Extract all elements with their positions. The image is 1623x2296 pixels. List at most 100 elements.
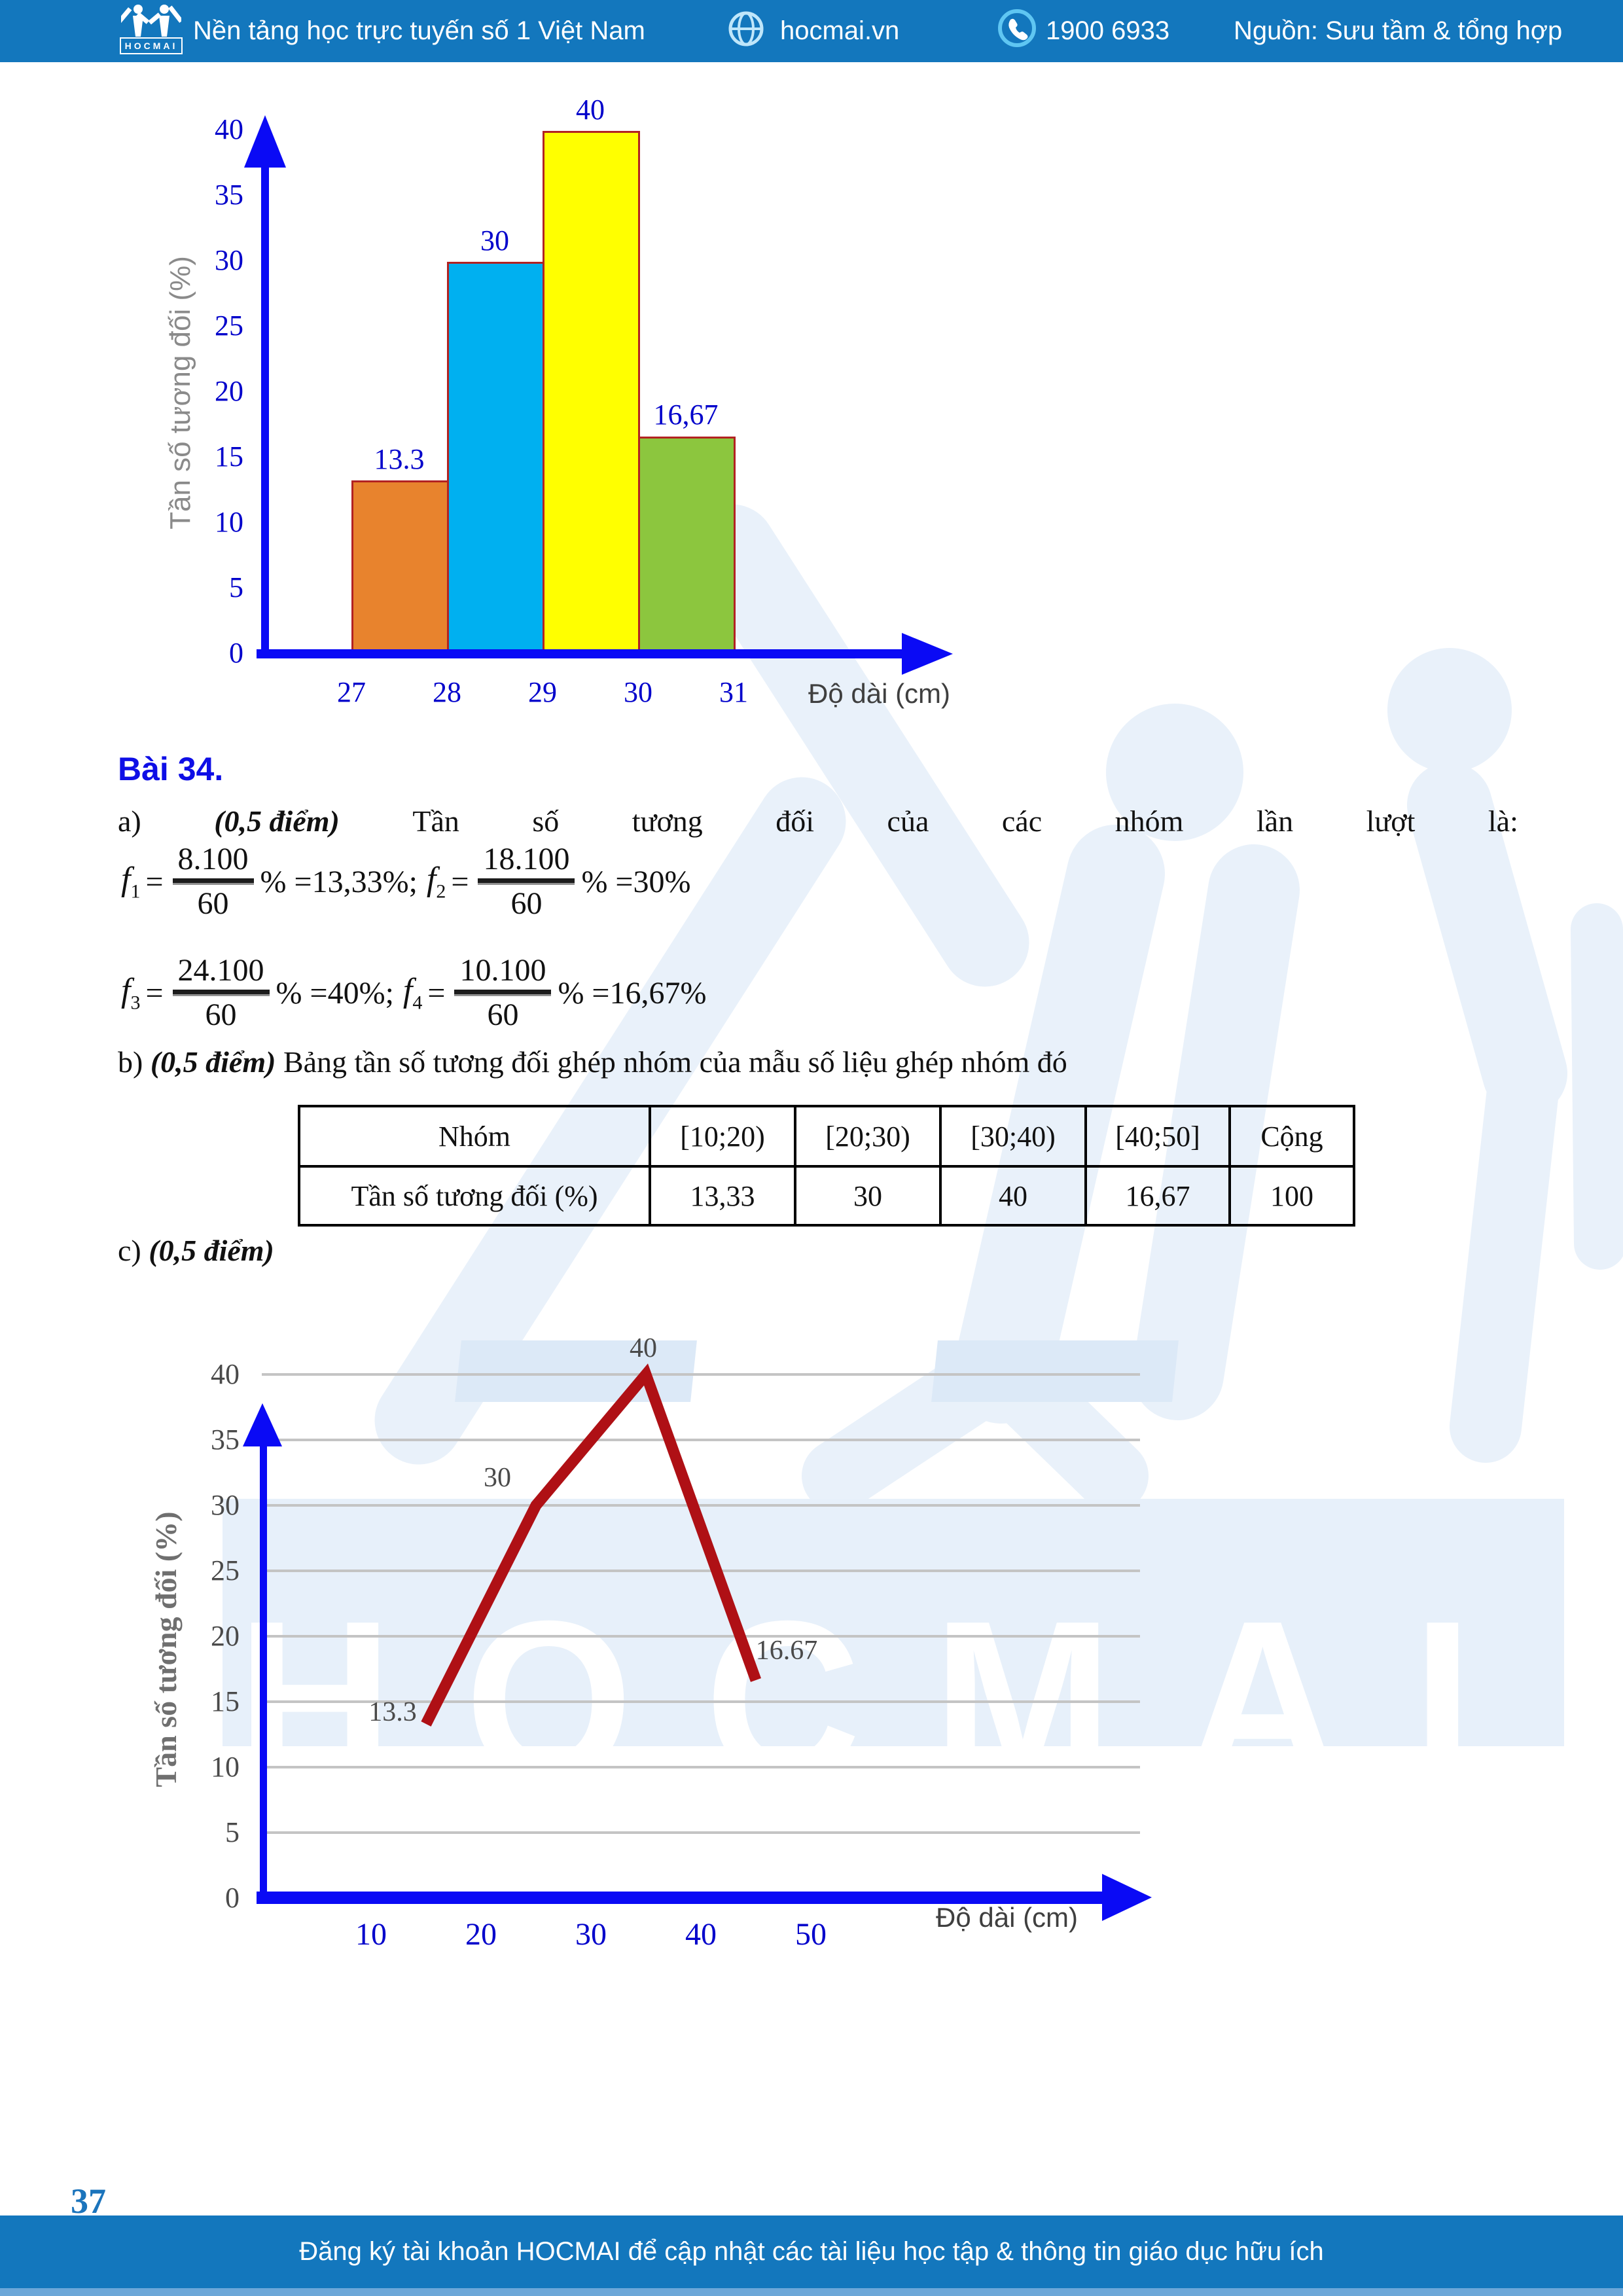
part-c-line: c) (0,5 điểm): [118, 1233, 274, 1268]
bar-27-28: [351, 480, 449, 653]
gridline-25: [262, 1570, 1140, 1572]
table-data-row: Tần số tương đối (%) 13,33 30 40 16,67 1…: [298, 1165, 1355, 1227]
bottom-chart-x-tick-strip: 10 20 30 40 50: [262, 1916, 923, 1946]
percent-sign: %: [260, 864, 287, 899]
y-tick-label: 35: [211, 1424, 240, 1456]
formula-line-1: f1 = 8.100 60 % =13,33%; f2 = 18.100 60 …: [121, 826, 690, 937]
table-header-cell: [10;20): [649, 1105, 796, 1168]
table-cell: 16,67: [1084, 1165, 1231, 1227]
formula-result: =13,33%;: [294, 864, 418, 899]
y-tick-label: 40: [215, 113, 243, 145]
y-tick-label: 5: [229, 571, 243, 603]
part-a-word: lượt: [1366, 804, 1416, 838]
watermark-shape: [931, 1340, 1179, 1402]
var-f: f: [426, 861, 437, 899]
bottom-chart-y-arrow: [243, 1403, 282, 1446]
top-chart-y-axis: [261, 157, 269, 658]
table-header-cell: Cộng: [1228, 1105, 1355, 1168]
hocmai-logo-icon: [121, 5, 181, 37]
part-a-word: tương: [632, 804, 703, 838]
fraction-denominator: 60: [197, 886, 229, 921]
gridline-30: [262, 1504, 1140, 1507]
fraction-denominator: 60: [487, 997, 519, 1032]
part-a-word: của: [887, 804, 929, 838]
table-header-cell: [40;50]: [1084, 1105, 1231, 1168]
math-var: f1: [121, 860, 140, 903]
part-a-word: đối: [776, 804, 815, 838]
table-cell: 30: [794, 1165, 942, 1227]
part-c-prefix: c): [118, 1234, 141, 1267]
percent-sign: %: [276, 975, 302, 1011]
formula-result: =16,67%: [592, 975, 707, 1011]
top-chart-x-axis: [257, 649, 904, 658]
equals-sign: =: [145, 864, 164, 899]
y-tick-label: 20: [215, 375, 243, 407]
x-tick-label: 28: [433, 676, 461, 708]
bottom-chart-y-axis: [260, 1444, 267, 1902]
part-b-line: b) (0,5 điểm) Bảng tần số tương đối ghép…: [118, 1045, 1067, 1079]
footer-bar: [0, 2215, 1623, 2296]
header-website[interactable]: hocmai.vn: [780, 16, 900, 45]
y-tick-label: 25: [211, 1554, 240, 1587]
var-f: f: [121, 972, 131, 1010]
fraction-numerator: 8.100: [177, 842, 249, 877]
table-header-cell: Nhóm: [298, 1105, 651, 1168]
part-a-word: các: [1001, 804, 1043, 838]
bottom-chart-x-axis: [257, 1892, 1102, 1904]
y-tick-label: 15: [211, 1685, 240, 1717]
equals-sign: =: [451, 864, 469, 899]
part-b-prefix: b): [118, 1045, 143, 1079]
gridline-20: [262, 1635, 1140, 1638]
table-header-cell: [30;40): [939, 1105, 1087, 1168]
y-tick-label: 0: [229, 637, 243, 669]
part-a-word: nhóm: [1115, 804, 1184, 838]
x-tick-label: 30: [575, 1917, 607, 1946]
gridline-15: [262, 1700, 1140, 1703]
table-header-cell: [20;30): [794, 1105, 942, 1168]
gridline-5: [262, 1831, 1140, 1834]
part-a-word: số: [532, 804, 560, 838]
bar-30-31: [638, 437, 736, 653]
x-tick-label: 40: [685, 1917, 717, 1946]
top-chart-x-arrow: [902, 633, 953, 675]
equals-sign: =: [427, 975, 446, 1011]
var-sub: 1: [130, 880, 141, 903]
top-chart-x-axis-title: Độ dài (cm): [808, 678, 951, 709]
bar-28-29: [447, 262, 544, 653]
fraction-denominator: 60: [205, 997, 237, 1032]
part-a-word: là:: [1488, 804, 1518, 838]
phone-icon: [998, 9, 1036, 47]
equals-sign: =: [145, 975, 164, 1011]
fraction-bar: [172, 878, 254, 885]
header-bar: [0, 0, 1623, 62]
y-tick-label: 10: [215, 506, 243, 538]
table-cell: 13,33: [649, 1165, 796, 1227]
bar-value-label: 30: [480, 224, 509, 257]
var-sub: 4: [412, 992, 423, 1014]
bar-value-label: 40: [576, 94, 605, 126]
y-tick-label: 30: [211, 1489, 240, 1521]
formula-result: =30%: [615, 864, 691, 899]
var-f: f: [402, 972, 413, 1010]
part-b-text: Bảng tần số tương đối ghép nhóm của mẫu …: [283, 1045, 1067, 1079]
part-a-word: lần: [1256, 804, 1294, 838]
globe-icon: [728, 11, 764, 46]
gridline-35: [262, 1439, 1140, 1441]
x-tick-label: 20: [465, 1917, 497, 1946]
y-tick-label: 5: [225, 1816, 240, 1848]
frequency-table: Nhóm [10;20) [20;30) [30;40) [40;50] Cộn…: [298, 1105, 1355, 1227]
math-var: f2: [427, 860, 446, 903]
exercise-heading: Bài 34.: [118, 751, 224, 787]
part-a-word: Tần: [412, 804, 459, 838]
x-tick-label: 10: [355, 1917, 387, 1946]
y-tick-label: 10: [211, 1751, 240, 1783]
footer-strip: [0, 2288, 1623, 2296]
part-a-prefix: a): [118, 804, 141, 838]
point-label: 30: [484, 1463, 511, 1493]
x-tick-label: 29: [528, 676, 557, 708]
fraction: 24.100 60: [172, 952, 270, 1033]
var-f: f: [121, 861, 131, 899]
formula-result: =40%;: [310, 975, 394, 1011]
fraction-denominator: 60: [510, 886, 543, 921]
bar-value-label: 13.3: [374, 443, 425, 475]
